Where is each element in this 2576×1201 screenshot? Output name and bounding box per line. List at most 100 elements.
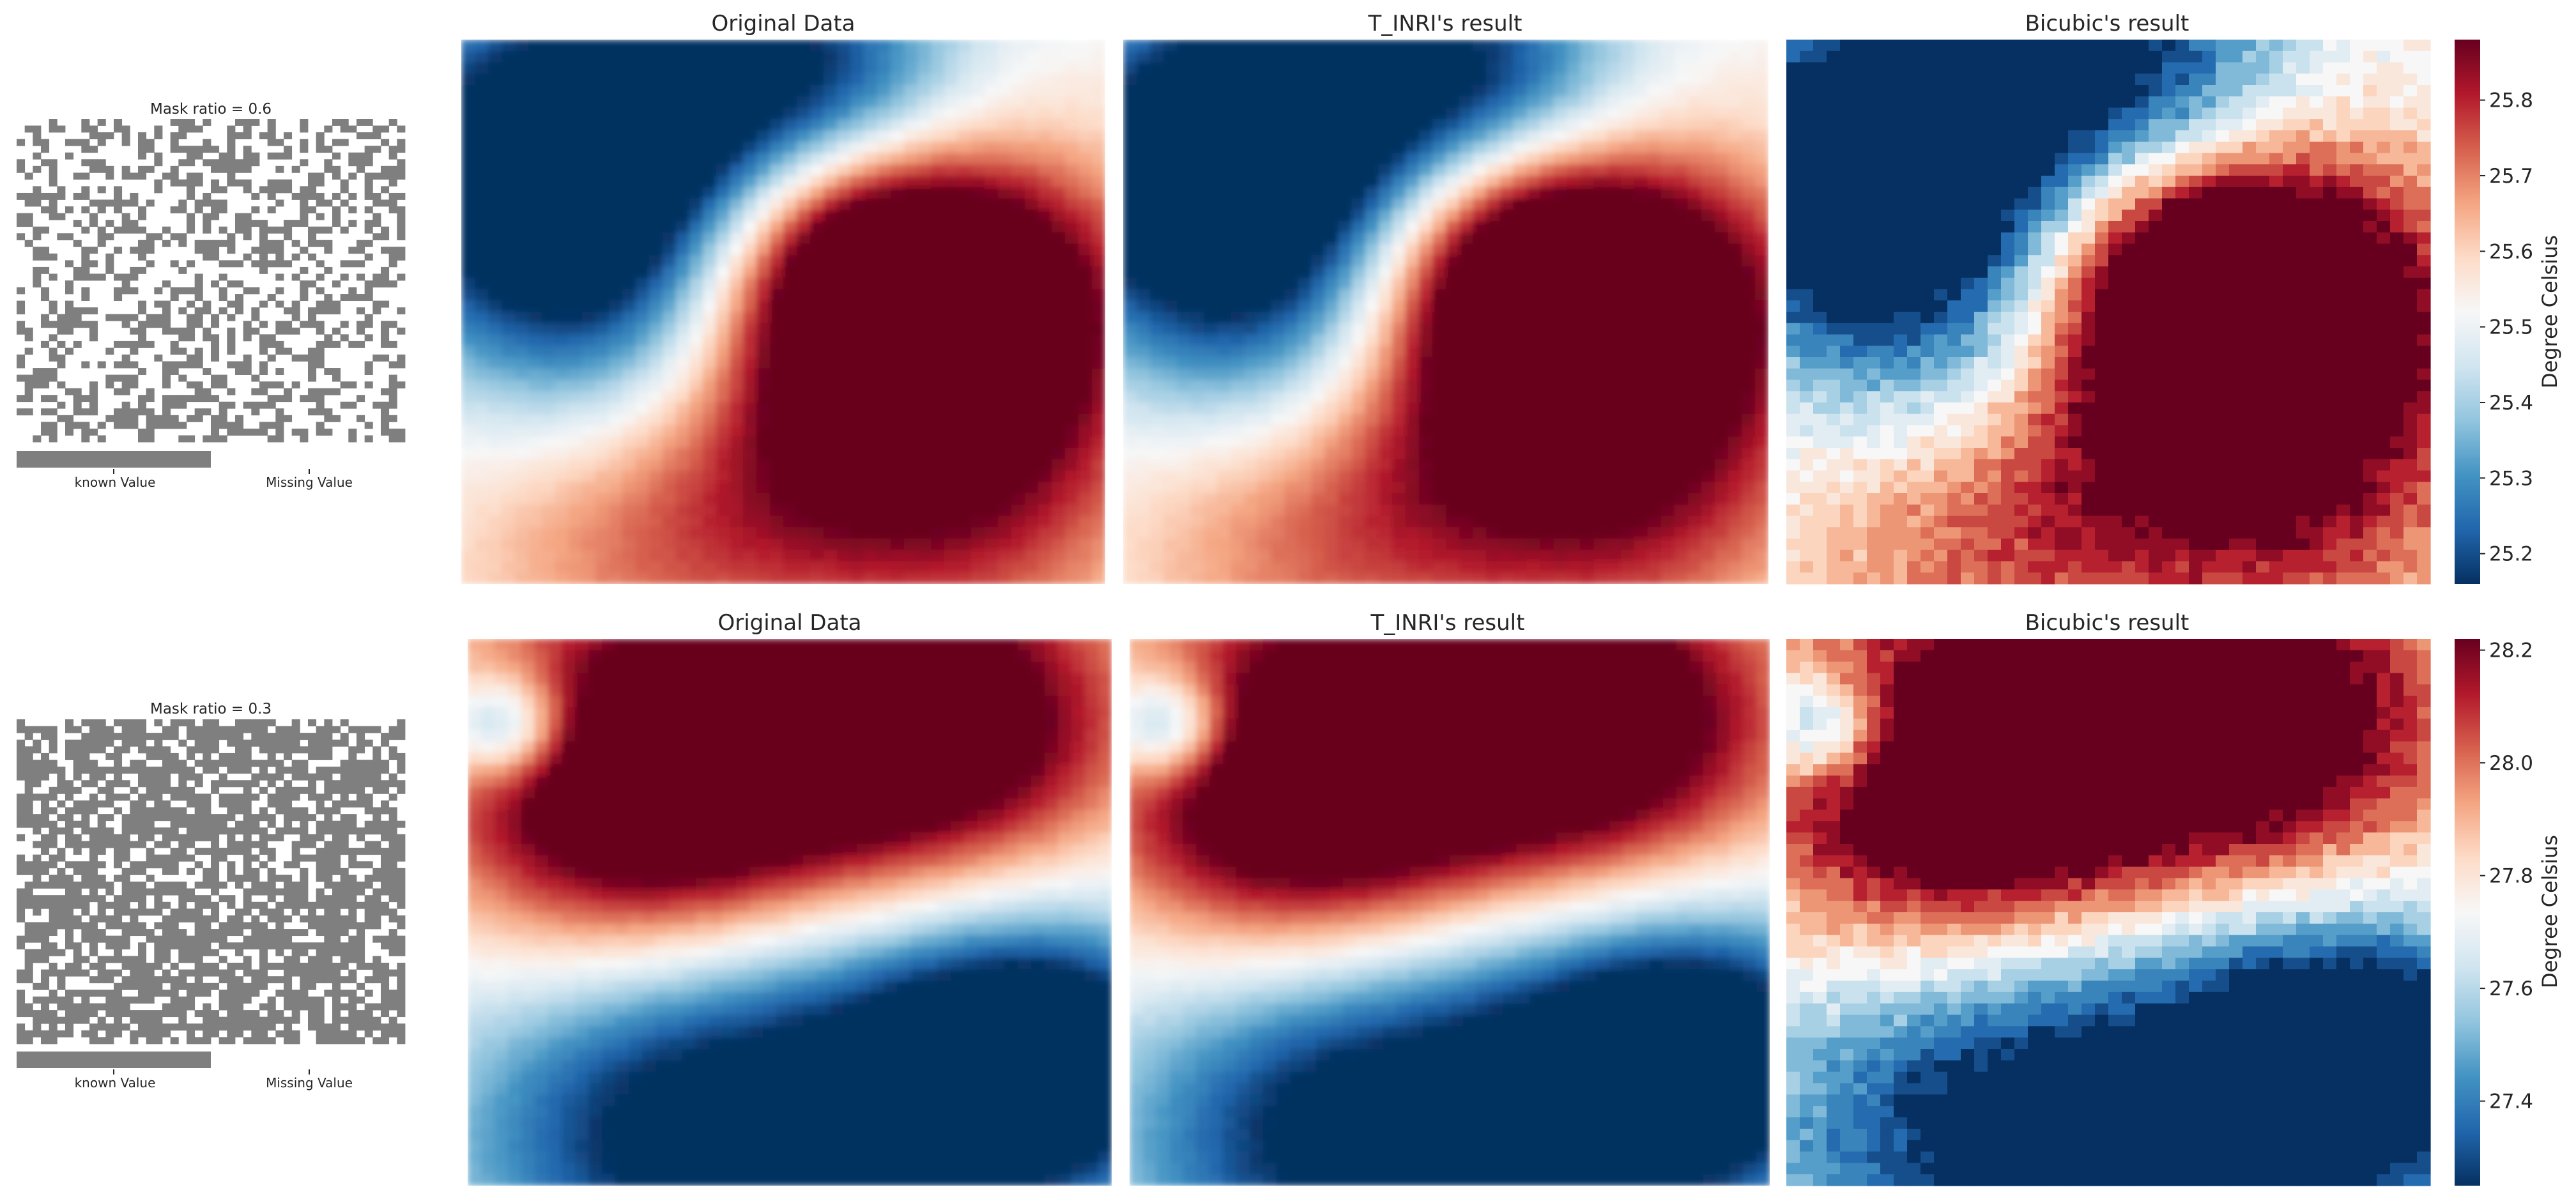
heatmap-cell xyxy=(1163,210,1177,222)
heatmap-cell xyxy=(461,448,475,460)
heatmap-cell xyxy=(1230,62,1245,74)
heatmap-original-data xyxy=(461,40,1105,584)
heatmap-cell xyxy=(1324,334,1339,346)
heatmap-cell xyxy=(1092,130,1105,142)
mask-cell-known xyxy=(324,415,333,422)
heatmap-cell xyxy=(1011,277,1025,290)
heatmap-cell xyxy=(1365,73,1379,86)
heatmap-cell xyxy=(1741,266,1756,279)
heatmap-cell xyxy=(1418,379,1433,392)
heatmap-cell xyxy=(515,289,529,301)
heatmap-cell xyxy=(958,470,972,482)
heatmap-cell xyxy=(904,323,918,335)
heatmap-cell xyxy=(649,221,663,233)
heatmap-cell xyxy=(1298,164,1312,176)
mask-cell-known xyxy=(146,139,155,146)
heatmap-cell xyxy=(676,346,690,358)
heatmap-cell xyxy=(1634,391,1648,403)
heatmap-cell xyxy=(1459,255,1473,267)
mask-cell-known xyxy=(340,294,349,302)
mask-cell-known xyxy=(121,354,130,362)
mask-cell-known xyxy=(227,401,236,409)
mask-cell-known xyxy=(41,192,50,200)
heatmap-cell xyxy=(1728,119,1742,131)
heatmap-cell xyxy=(1405,232,1420,245)
heatmap-cell xyxy=(609,539,623,551)
mask-cell-known xyxy=(316,192,325,200)
heatmap-cell xyxy=(475,176,489,188)
heatmap-cell xyxy=(689,368,703,381)
heatmap-cell xyxy=(703,413,717,426)
heatmap-cell xyxy=(770,561,784,573)
heatmap-cell xyxy=(1540,425,1554,437)
heatmap-cell xyxy=(1038,96,1052,109)
heatmap-cell xyxy=(1025,549,1039,562)
heatmap-cell xyxy=(1513,266,1527,279)
heatmap-cell xyxy=(1163,73,1177,86)
mask-cell-known xyxy=(284,415,293,422)
heatmap-cell xyxy=(1052,516,1066,528)
heatmap-cell xyxy=(931,187,945,199)
heatmap-cell xyxy=(1065,85,1079,97)
heatmap-cell xyxy=(622,164,636,176)
heatmap-cell xyxy=(1378,255,1393,267)
heatmap-cell xyxy=(1553,300,1567,312)
mask-cell-known xyxy=(121,125,130,133)
heatmap-cell xyxy=(1607,255,1621,267)
mask-cell-known xyxy=(291,165,300,173)
heatmap-cell xyxy=(1526,198,1540,210)
heatmap-cell xyxy=(730,549,744,562)
heatmap-cell xyxy=(1190,221,1204,233)
heatmap-cell xyxy=(569,73,583,86)
heatmap-cell xyxy=(1092,243,1105,256)
heatmap-cell xyxy=(1190,277,1204,290)
heatmap-cell xyxy=(1553,50,1567,63)
heatmap-cell xyxy=(756,107,770,119)
heatmap-cell xyxy=(1754,391,1768,403)
heatmap-cell xyxy=(542,85,556,97)
heatmap-cell xyxy=(1311,368,1326,381)
heatmap-cell xyxy=(488,448,502,460)
heatmap-cell xyxy=(1065,107,1079,119)
heatmap-cell xyxy=(770,482,784,494)
heatmap-cell xyxy=(1392,164,1406,176)
heatmap-cell xyxy=(1446,368,1460,381)
heatmap-cell xyxy=(1446,391,1460,403)
heatmap-cell xyxy=(502,210,516,222)
heatmap-cell xyxy=(1123,413,1137,426)
heatmap-cell xyxy=(756,312,770,324)
heatmap-cell xyxy=(1257,153,1272,165)
mask-cell-known xyxy=(49,199,57,207)
mask-cell-known xyxy=(65,300,74,308)
heatmap-cell xyxy=(542,561,556,573)
mask-cell-known xyxy=(275,422,284,429)
heatmap-cell xyxy=(1741,164,1756,176)
heatmap-cell xyxy=(810,300,824,312)
mask-cell-known xyxy=(154,152,163,160)
heatmap-cell xyxy=(1137,312,1151,324)
heatmap-cell xyxy=(730,187,744,199)
heatmap-cell xyxy=(1567,232,1581,245)
heatmap-cell xyxy=(1038,482,1052,494)
heatmap-cell xyxy=(1092,368,1105,381)
heatmap-cell xyxy=(1741,62,1756,74)
heatmap-cell xyxy=(904,448,918,460)
heatmap-cell xyxy=(1257,187,1272,199)
mask-cell-known xyxy=(146,408,155,416)
heatmap-cell xyxy=(716,50,730,63)
heatmap-cell xyxy=(958,40,972,52)
heatmap-cell xyxy=(1150,187,1164,199)
heatmap-cell xyxy=(1459,357,1473,369)
mask-cell-known xyxy=(364,314,373,321)
heatmap-cell xyxy=(1204,243,1218,256)
mask-cell-known xyxy=(300,159,309,167)
heatmap-cell xyxy=(582,255,596,267)
heatmap-cell xyxy=(1392,119,1406,131)
heatmap-cell xyxy=(797,448,811,460)
mask-cell-known xyxy=(324,428,333,436)
heatmap-cell xyxy=(703,73,717,86)
mask-cell-known xyxy=(356,327,365,335)
mask-cell-known xyxy=(235,415,244,422)
heatmap-cell xyxy=(1244,232,1259,245)
mask-cell-known xyxy=(372,199,381,207)
